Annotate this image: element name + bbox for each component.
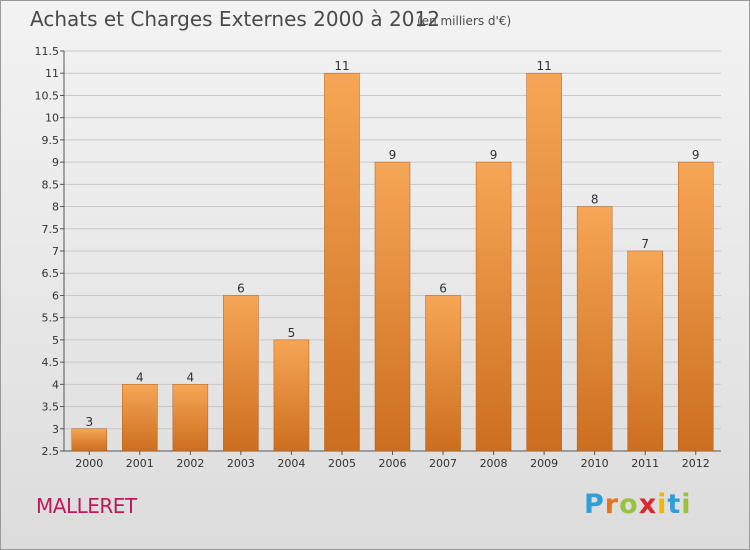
logo-letter: r [604,489,620,520]
data-label: 4 [187,370,195,384]
logo-letter: i [657,489,668,520]
x-tick-label: 2009 [530,457,558,470]
x-tick-label: 2001 [126,457,154,470]
y-tick-label: 8.5 [42,178,60,191]
x-tick-label: 2000 [75,457,103,470]
proxiti-logo: Proxiti [584,489,692,520]
y-tick-label: 10 [45,112,59,125]
y-tick-label: 7.5 [42,223,60,236]
y-tick-label: 6.5 [42,267,60,280]
bar [324,72,360,452]
data-label: 9 [692,148,700,162]
data-label: 4 [136,370,144,384]
y-tick-label: 3.5 [42,401,60,414]
y-tick-label: 4 [52,378,59,391]
logo-letter: t [667,489,682,520]
data-label: 11 [334,59,349,73]
y-tick-label: 5.5 [42,312,60,325]
logo-letter: i [681,489,692,520]
y-tick-label: 5 [52,334,59,347]
bar [526,72,562,452]
chart-subtitle: (en milliers d'€) [417,14,512,28]
y-tick-label: 8 [52,201,59,214]
y-tick-label: 7 [52,245,59,258]
bar [475,161,512,452]
bar [627,250,663,452]
x-tick-label: 2007 [429,457,457,470]
data-label: 8 [591,193,599,207]
bar [273,339,310,452]
data-label: 6 [237,281,245,295]
y-tick-label: 3 [52,423,59,436]
commune-name: MALLERET [36,494,137,518]
bar [223,295,259,452]
x-tick-label: 2011 [631,457,659,470]
y-tick-label: 6 [52,289,59,302]
bar [677,161,714,452]
x-tick-label: 2004 [277,457,305,470]
data-label: 3 [85,415,93,429]
data-label: 9 [490,148,498,162]
x-tick-label: 2010 [581,457,609,470]
y-tick-label: 11 [45,67,59,80]
x-tick-label: 2006 [379,457,407,470]
x-tick-label: 2012 [682,457,710,470]
chart-title: Achats et Charges Externes 2000 à 2012 [30,7,440,31]
bar [172,384,209,452]
x-tick-label: 2002 [176,457,204,470]
data-label: 9 [389,148,397,162]
bar [425,295,461,452]
y-tick-label: 10.5 [35,89,60,102]
data-label: 11 [536,59,551,73]
data-label: 6 [439,281,447,295]
y-tick-label: 11.5 [35,45,60,58]
bar [576,206,613,452]
y-tick-label: 9 [52,156,59,169]
logo-letter: x [638,489,658,520]
y-tick-label: 4.5 [42,356,60,369]
data-label: 5 [288,326,296,340]
y-tick-label: 9.5 [42,134,60,147]
x-tick-label: 2008 [480,457,508,470]
bar [71,428,108,452]
data-label: 7 [641,237,649,251]
y-tick-label: 2.5 [42,445,60,458]
x-tick-label: 2005 [328,457,356,470]
logo-letter: o [619,489,639,520]
bar [374,161,411,452]
x-tick-label: 2003 [227,457,255,470]
logo-letter: P [584,489,605,520]
bar [122,384,158,452]
